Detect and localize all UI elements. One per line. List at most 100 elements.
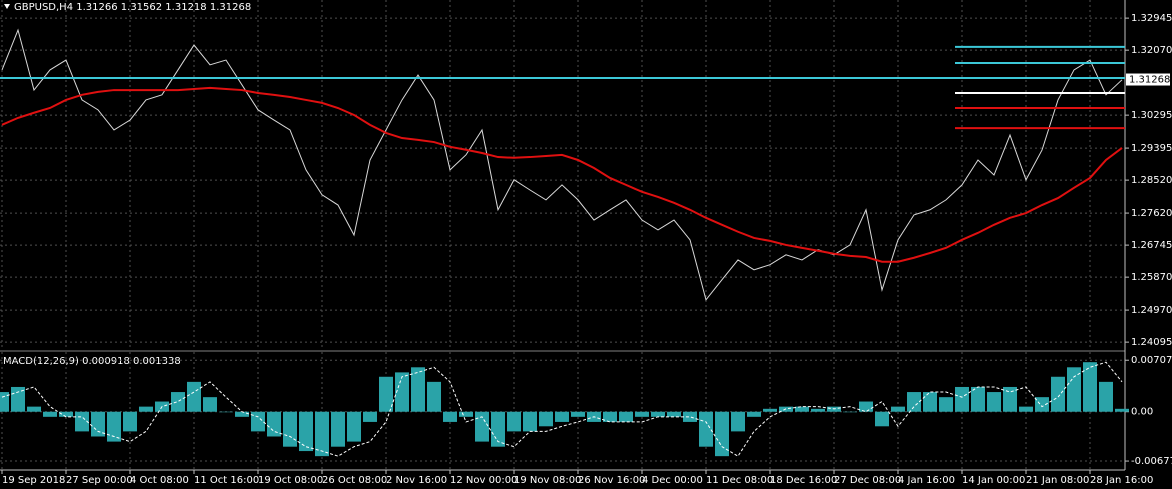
histogram-bar	[363, 411, 377, 422]
histogram-bar	[923, 392, 937, 412]
histogram-bar	[171, 392, 185, 412]
histogram-bar	[347, 411, 361, 442]
histogram-bar	[843, 411, 857, 413]
histogram-bar	[1115, 408, 1129, 412]
x-tick-label: 4 Oct 08:00	[130, 475, 189, 486]
histogram-bar	[475, 411, 489, 442]
histogram-bar	[651, 411, 665, 417]
chart-title: GBPUSD,H4 1.31266 1.31562 1.31218 1.3126…	[14, 2, 251, 13]
histogram-bar	[203, 397, 217, 412]
histogram-bar	[27, 406, 41, 412]
histogram-bar	[747, 411, 761, 417]
histogram-bar	[875, 411, 889, 427]
macd-title: MACD(12,26,9) 0.000918 0.001338	[3, 356, 181, 367]
histogram-bar	[0, 392, 9, 412]
price-line	[1, 28, 1123, 301]
histogram-bar	[139, 406, 153, 412]
y-tick-label: 1.28520	[1131, 175, 1172, 186]
histogram-bar	[123, 411, 137, 432]
last-price-box	[1126, 73, 1170, 86]
histogram-bar	[1067, 367, 1081, 412]
histogram-bar	[987, 392, 1001, 412]
histogram-bar	[299, 411, 313, 452]
y-tick-label: 1.25870	[1131, 272, 1172, 283]
histogram-bar	[667, 411, 681, 417]
symbol-arrow	[4, 4, 10, 9]
moving-average	[1, 86, 1123, 263]
histogram-bar	[715, 411, 729, 457]
histogram-bar	[731, 411, 745, 432]
y-tick-label: 1.27620	[1131, 208, 1172, 219]
histogram-bar	[331, 411, 345, 447]
histogram-bar	[411, 367, 425, 412]
x-tick-label: 27 Dec 08:00	[834, 475, 901, 486]
histogram-bar	[699, 411, 713, 447]
y-tick-label: 0.007071	[1131, 355, 1172, 366]
histogram-bar	[427, 381, 441, 412]
x-tick-label: 2 Nov 16:00	[386, 475, 447, 486]
x-tick-label: 11 Dec 08:00	[706, 475, 773, 486]
x-tick-label: 27 Sep 00:00	[66, 475, 133, 486]
signal-line	[1, 361, 1123, 457]
histogram-bar	[795, 406, 809, 412]
histogram-bar	[491, 411, 505, 447]
histogram-bar	[283, 411, 297, 447]
x-tick-label: 26 Nov 16:00	[578, 475, 645, 486]
histogram-bar	[59, 411, 73, 417]
y-tick-label: 1.26745	[1131, 240, 1172, 251]
histogram-bar	[1003, 386, 1017, 412]
x-tick-label: 19 Nov 08:00	[514, 475, 581, 486]
histogram-bar	[619, 411, 633, 422]
x-tick-label: 26 Oct 08:00	[322, 475, 387, 486]
histogram-bar	[443, 411, 457, 422]
histogram-bar	[251, 411, 265, 432]
histogram-bar	[43, 411, 57, 417]
histogram-bar	[1051, 376, 1065, 412]
histogram-bar	[219, 411, 233, 413]
histogram-bar	[187, 381, 201, 412]
last-price-label: 1.31268	[1129, 75, 1170, 86]
x-tick-label: 4 Jan 16:00	[898, 475, 955, 486]
histogram-bar	[267, 411, 281, 437]
x-tick-label: 19 Oct 08:00	[258, 475, 323, 486]
y-tick-label: 0.00	[1131, 407, 1153, 418]
histogram-bar	[955, 386, 969, 412]
histogram-bar	[635, 411, 649, 417]
x-tick-label: 14 Jan 00:00	[962, 475, 1025, 486]
x-tick-label: 18 Dec 16:00	[770, 475, 837, 486]
y-tick-label: 1.24970	[1131, 305, 1172, 316]
histogram-bar	[91, 411, 105, 437]
y-tick-label: 1.29395	[1131, 143, 1172, 154]
histogram-bar	[1083, 362, 1097, 412]
histogram-bar	[971, 386, 985, 412]
x-tick-label: 28 Jan 16:00	[1090, 475, 1153, 486]
histogram-bar	[555, 411, 569, 422]
histogram-bar	[683, 411, 697, 422]
histogram-bar	[907, 392, 921, 412]
x-tick-label: 19 Sep 2018	[2, 475, 65, 486]
histogram-bar	[763, 408, 777, 412]
histogram-bar	[811, 408, 825, 412]
y-tick-label: -0.006772	[1131, 456, 1172, 467]
y-tick-label: 1.24095	[1131, 337, 1172, 348]
histogram-bar	[315, 411, 329, 457]
histogram-bar	[379, 376, 393, 412]
histogram-bar	[107, 411, 121, 442]
histogram-bar	[859, 401, 873, 412]
x-tick-label: 11 Oct 16:00	[194, 475, 259, 486]
y-tick-label: 1.32070	[1131, 45, 1172, 56]
histogram-bar	[235, 411, 249, 417]
x-tick-label: 12 Nov 00:00	[450, 475, 517, 486]
histogram-bar	[395, 372, 409, 412]
histogram-bar	[1019, 406, 1033, 412]
histogram-bar	[523, 411, 537, 432]
histogram-bar	[603, 411, 617, 422]
x-tick-label: 4 Dec 00:00	[642, 475, 703, 486]
histogram-bar	[459, 411, 473, 417]
histogram-bar	[11, 386, 25, 412]
histogram-bar	[1035, 397, 1049, 412]
histogram-bar	[891, 406, 905, 412]
histogram-bar	[571, 411, 585, 417]
